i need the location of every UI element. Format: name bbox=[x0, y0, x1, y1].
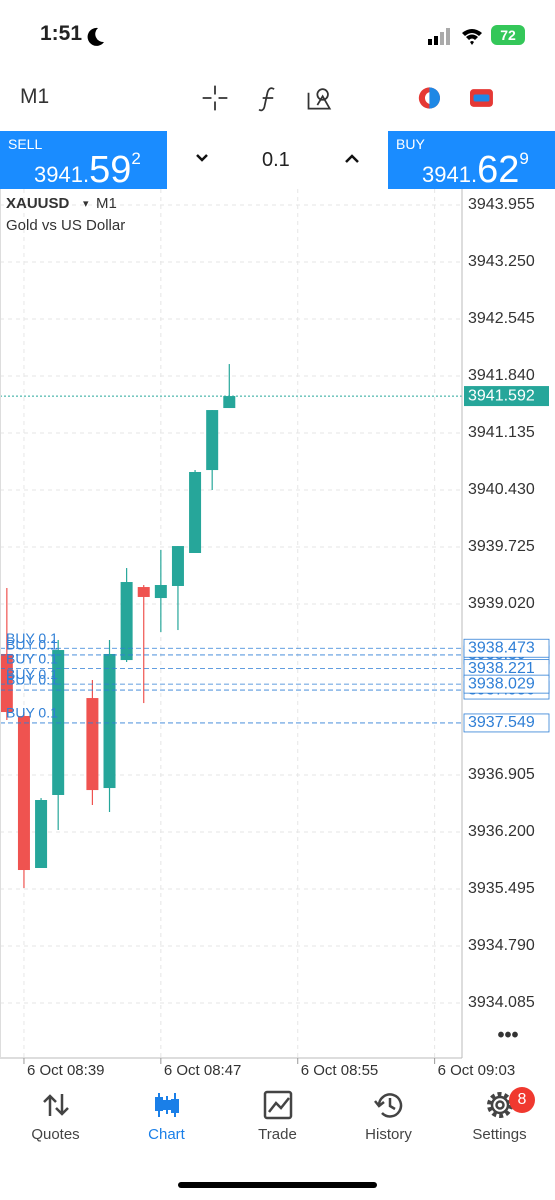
candle-body bbox=[154, 585, 167, 599]
x-tick-label: 6 Oct 08:47 bbox=[164, 1062, 242, 1079]
toolbar-icons[interactable] bbox=[200, 82, 500, 114]
nav-label: History bbox=[365, 1126, 412, 1143]
candle-body bbox=[17, 715, 30, 871]
nav-quotes[interactable]: Quotes bbox=[0, 1090, 111, 1143]
y-tick-label: 3942.545 bbox=[468, 310, 535, 327]
buy-price-big: 62 bbox=[477, 149, 520, 191]
more-button[interactable]: ••• bbox=[497, 1024, 518, 1046]
candle-body bbox=[189, 471, 202, 553]
symbol-arrow: ▾ bbox=[83, 198, 89, 210]
candle-body bbox=[86, 698, 99, 791]
signal-wifi bbox=[428, 28, 482, 45]
nav-label: Quotes bbox=[31, 1126, 80, 1143]
y-tick-label: 3934.085 bbox=[468, 994, 535, 1011]
buy-button[interactable]: BUY 3941.629 bbox=[388, 131, 555, 191]
order-price: 3938.221 bbox=[468, 660, 535, 677]
candle-body bbox=[120, 582, 133, 661]
order-price: 3938.029 bbox=[468, 675, 535, 692]
sell-price-big: 59 bbox=[89, 149, 132, 191]
status-time: 1:51 bbox=[40, 22, 83, 45]
order-label: BUY 0.1 bbox=[6, 637, 58, 653]
candle-body bbox=[103, 653, 116, 789]
symbol-timeframe: M1 bbox=[96, 195, 117, 212]
y-tick-label: 3943.250 bbox=[468, 253, 535, 270]
order-price-box bbox=[463, 713, 550, 733]
symbol: XAUUSD bbox=[6, 195, 70, 212]
nav-history[interactable]: History bbox=[333, 1090, 444, 1143]
candle-body bbox=[223, 396, 236, 409]
nav-settings[interactable]: Settings bbox=[444, 1090, 555, 1143]
y-tick-label: 3941.135 bbox=[468, 424, 535, 441]
sell-price-sup: 2 bbox=[131, 149, 141, 168]
y-tick-label: 3936.905 bbox=[468, 766, 535, 783]
current-price: 3941.592 bbox=[468, 387, 535, 404]
order-label: BUY 0.1 bbox=[6, 666, 58, 682]
home-indicator bbox=[178, 1182, 377, 1188]
order-label: BUY 0.1 bbox=[6, 650, 58, 666]
nav-label: Settings bbox=[472, 1126, 527, 1143]
x-tick-label: 6 Oct 09:03 bbox=[438, 1062, 516, 1079]
sell-price: 3941. bbox=[34, 162, 90, 187]
order-price-box bbox=[463, 674, 550, 694]
symbol-description: Gold vs US Dollar bbox=[6, 217, 125, 234]
y-tick-label: 3941.840 bbox=[468, 367, 535, 384]
moon-icon bbox=[87, 27, 104, 46]
y-tick-label: 3940.430 bbox=[468, 481, 535, 498]
buy-label: BUY bbox=[396, 136, 425, 152]
nav-chart[interactable]: Chart bbox=[111, 1090, 222, 1143]
candle-body bbox=[171, 546, 184, 586]
buy-price: 3941. bbox=[422, 162, 478, 187]
settings-badge: 8 bbox=[509, 1087, 535, 1113]
order-price: 3938.473 bbox=[468, 639, 535, 656]
candle-body bbox=[137, 587, 150, 597]
order-label: BUY 0.1 bbox=[6, 630, 58, 646]
x-tick-label: 6 Oct 08:55 bbox=[301, 1062, 379, 1079]
candle-body bbox=[206, 410, 219, 471]
y-tick-label: 3934.790 bbox=[468, 937, 535, 954]
timeframe-button[interactable]: M1 bbox=[20, 85, 50, 108]
chart: XAUUSD ▾ M1 Gold vs US Dollar ••• 3943.9… bbox=[0, 189, 555, 1085]
sell-button[interactable]: SELL 3941.592 bbox=[0, 131, 167, 191]
nav-label: Trade bbox=[258, 1126, 297, 1143]
y-tick-label: 3939.020 bbox=[468, 595, 535, 612]
nav-trade[interactable]: Trade bbox=[222, 1090, 333, 1143]
x-tick-label: 6 Oct 08:39 bbox=[27, 1062, 105, 1079]
order-label: BUY 0.1 bbox=[6, 672, 58, 688]
order-price-box bbox=[463, 638, 550, 658]
order-label: BUY 0.1 bbox=[6, 705, 58, 721]
buy-price-sup: 9 bbox=[519, 149, 529, 168]
order-price: 3937.549 bbox=[468, 714, 535, 731]
battery: 72 bbox=[491, 25, 525, 45]
candle-body bbox=[52, 650, 65, 795]
nav-label: Chart bbox=[148, 1126, 185, 1143]
candle-body bbox=[35, 800, 48, 868]
volume[interactable]: 0.1 bbox=[262, 149, 290, 171]
y-tick-label: 3935.495 bbox=[468, 880, 535, 897]
y-tick-label: 3943.955 bbox=[468, 196, 535, 213]
y-tick-label: 3936.200 bbox=[468, 823, 535, 840]
current-price-box bbox=[464, 386, 549, 407]
volume-arrows[interactable] bbox=[190, 148, 370, 172]
sell-label: SELL bbox=[8, 136, 43, 152]
y-tick-label: 3939.725 bbox=[468, 538, 535, 555]
